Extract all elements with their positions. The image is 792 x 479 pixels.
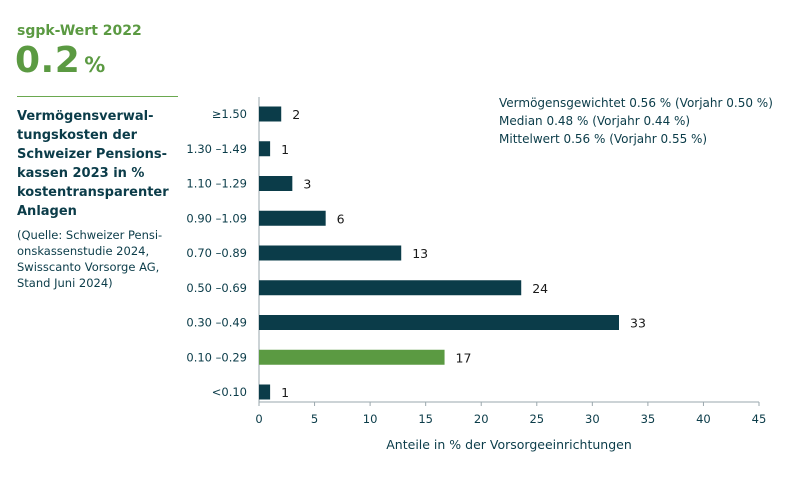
bar-2 xyxy=(259,176,293,191)
value-label-7: 17 xyxy=(456,350,472,365)
category-label-7: 0.10 –0.29 xyxy=(186,350,247,364)
bar-5 xyxy=(259,280,522,296)
value-label-6: 33 xyxy=(630,316,646,331)
value-label-0: 2 xyxy=(292,107,300,122)
x-tick-label-3: 15 xyxy=(418,412,433,426)
kpi-value: 0.2% xyxy=(15,40,106,81)
category-label-2: 1.10 –1.29 xyxy=(186,177,247,191)
stat-median: Median 0.48 % (Vorjahr 0.44 %) xyxy=(499,114,691,128)
x-tick-label-6: 30 xyxy=(585,412,600,426)
x-tick-label-8: 40 xyxy=(696,412,711,426)
bar-8 xyxy=(259,384,271,400)
category-label-0: ≥1.50 xyxy=(212,107,247,121)
value-label-4: 13 xyxy=(412,246,428,261)
bar-1 xyxy=(259,141,271,157)
stats-box: Vermögensgewichtet 0.56 % (Vorjahr 0.50 … xyxy=(499,94,773,148)
bar-6 xyxy=(259,315,619,330)
x-tick-label-0: 0 xyxy=(255,412,262,426)
bar-0 xyxy=(259,106,282,122)
bar-4 xyxy=(259,245,402,261)
value-label-3: 6 xyxy=(337,211,345,226)
kpi-label: sgpk-Wert 2022 xyxy=(17,23,142,39)
x-tick-label-5: 25 xyxy=(529,412,544,426)
source-note: (Quelle: Schweizer Pensi- onskassenstudi… xyxy=(17,228,163,290)
x-axis-title: Anteile in % der Vorsorgeeinrichtungen xyxy=(386,437,632,452)
x-tick-label-1: 5 xyxy=(311,412,318,426)
kpi-unit: % xyxy=(84,53,106,77)
x-tick-label-7: 35 xyxy=(641,412,656,426)
stat-mean: Mittelwert 0.56 % (Vorjahr 0.55 %) xyxy=(499,132,708,146)
value-label-5: 24 xyxy=(532,281,548,296)
kpi-number: 0.2 xyxy=(15,40,81,81)
bar-3 xyxy=(259,210,326,226)
x-tick-label-4: 20 xyxy=(474,412,489,426)
category-label-1: 1.30 –1.49 xyxy=(186,142,247,156)
value-label-1: 1 xyxy=(281,142,289,157)
x-tick-label-9: 45 xyxy=(752,412,767,426)
x-tick-label-2: 10 xyxy=(363,412,378,426)
stat-weighted: Vermögensgewichtet 0.56 % (Vorjahr 0.50 … xyxy=(499,96,773,110)
category-label-4: 0.70 –0.89 xyxy=(186,246,247,260)
category-label-3: 0.90 –1.09 xyxy=(186,211,247,225)
value-label-8: 1 xyxy=(281,385,289,400)
chart-heading: Vermögensverwal- tungskosten der Schweiz… xyxy=(17,109,169,219)
section-divider xyxy=(17,96,178,97)
bar-7 xyxy=(259,349,445,365)
category-label-8: <0.10 xyxy=(212,385,247,399)
value-label-2: 3 xyxy=(303,177,311,192)
category-label-6: 0.30 –0.49 xyxy=(186,316,247,330)
category-label-5: 0.50 –0.69 xyxy=(186,281,247,295)
